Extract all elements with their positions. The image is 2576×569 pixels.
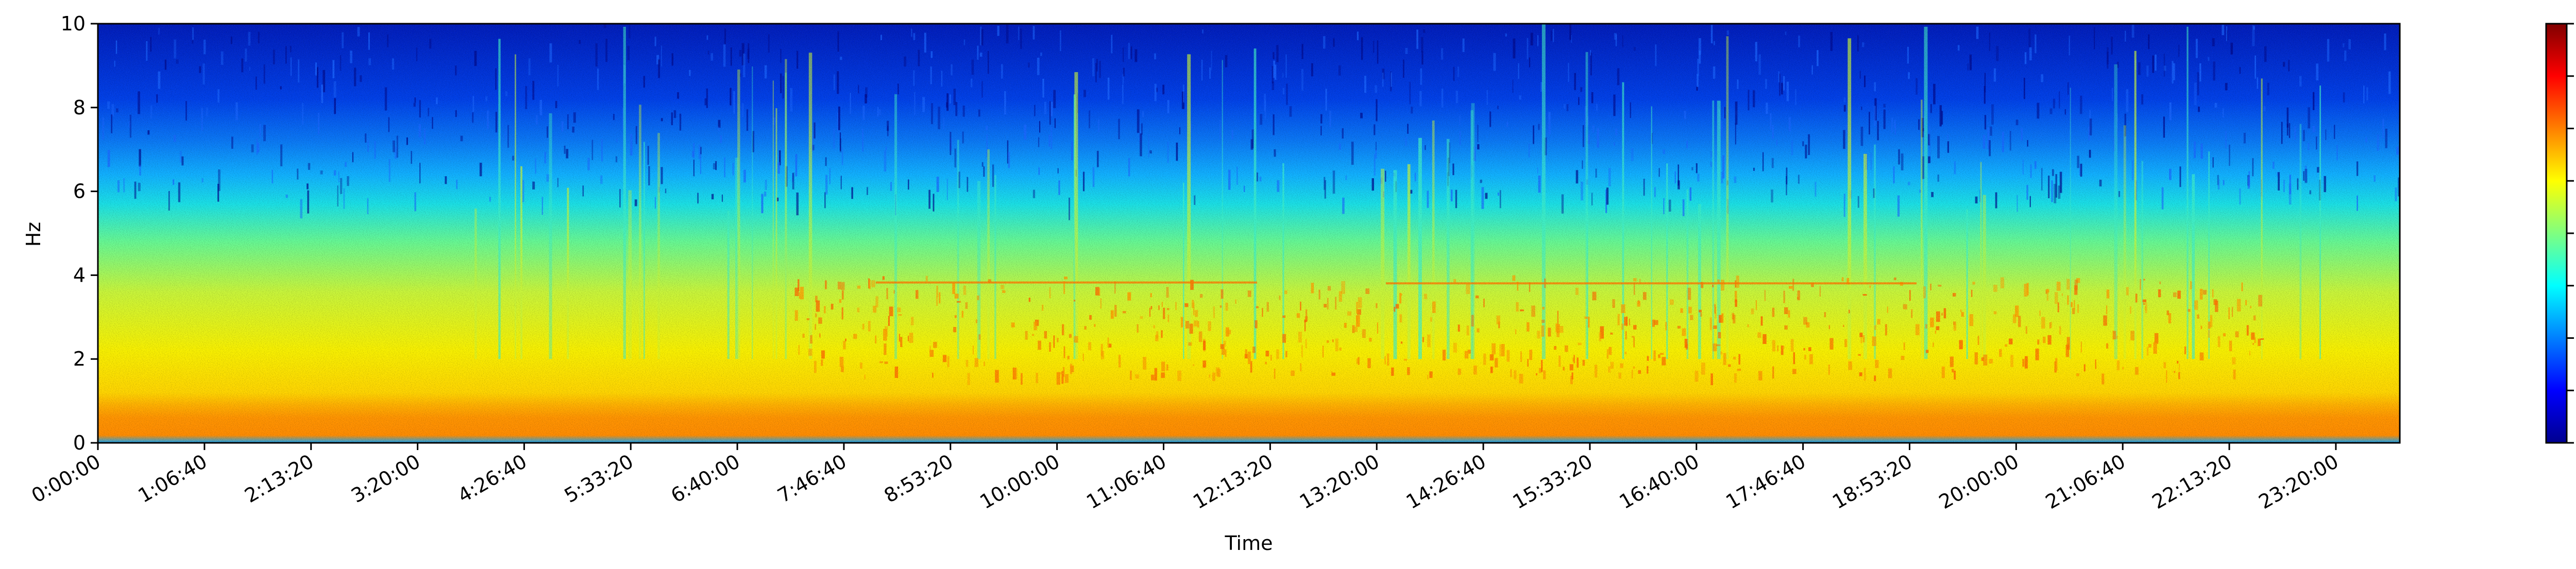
x-tick-label: 11:06:40 bbox=[1082, 450, 1170, 513]
x-tick-label: 3:20:00 bbox=[347, 450, 424, 507]
x-tick-label: 1:06:40 bbox=[134, 450, 211, 507]
y-tick-label: 8 bbox=[73, 96, 86, 119]
colorbar: +0 dB-10 dB-20 dB-30 dB-40 dB-50 dB-60 d… bbox=[2545, 23, 2574, 444]
x-tick-label: 23:20:00 bbox=[2255, 450, 2343, 513]
y-tick-label: 10 bbox=[61, 12, 86, 35]
y-tick-label: 0 bbox=[73, 432, 86, 454]
x-tick-label: 21:06:40 bbox=[2042, 450, 2129, 513]
spectrogram-plot-area bbox=[98, 24, 2400, 443]
x-tick-label: 0:00:00 bbox=[28, 450, 105, 507]
colorbar-gradient bbox=[2545, 23, 2568, 444]
x-tick-label: 20:00:00 bbox=[1935, 450, 2023, 513]
x-tick-label: 18:53:20 bbox=[1828, 450, 1916, 513]
x-tick-label: 10:00:00 bbox=[976, 450, 1063, 513]
y-tick-label: 6 bbox=[73, 180, 86, 203]
spectrogram-texture-light bbox=[98, 24, 2400, 443]
x-tick-label: 15:33:20 bbox=[1509, 450, 1597, 513]
x-axis: 0:00:00 1:06:40 2:13:20 3:20:00 4:26:40 5:33:… bbox=[28, 443, 2343, 513]
y-tick-label: 4 bbox=[73, 264, 86, 286]
y-axis: 0 2 4 6 8 10 bbox=[61, 12, 98, 454]
x-tick-label: 12:13:20 bbox=[1189, 450, 1277, 513]
x-tick-label: 8:53:20 bbox=[880, 450, 957, 507]
y-tick-label: 2 bbox=[73, 348, 86, 370]
y-axis-label: Hz bbox=[22, 222, 45, 247]
x-axis-label: Time bbox=[1225, 532, 1273, 555]
x-tick-label: 6:40:00 bbox=[667, 450, 744, 507]
x-tick-label: 17:46:40 bbox=[1722, 450, 1809, 513]
x-tick-label: 4:26:40 bbox=[454, 450, 531, 507]
x-tick-label: 22:13:20 bbox=[2148, 450, 2236, 513]
colorbar-ticks: +0 dB-10 dB-20 dB-30 dB-40 dB-50 dB-60 d… bbox=[2567, 23, 2574, 444]
plot-frame bbox=[97, 23, 2401, 444]
x-tick-label: 5:33:20 bbox=[561, 450, 637, 507]
x-tick-label: 7:46:40 bbox=[774, 450, 851, 507]
x-tick-label: 2:13:20 bbox=[241, 450, 317, 507]
x-tick-label: 14:26:40 bbox=[1402, 450, 1490, 513]
x-tick-label: 16:40:00 bbox=[1615, 450, 1703, 513]
x-tick-label: 13:20:00 bbox=[1296, 450, 1383, 513]
